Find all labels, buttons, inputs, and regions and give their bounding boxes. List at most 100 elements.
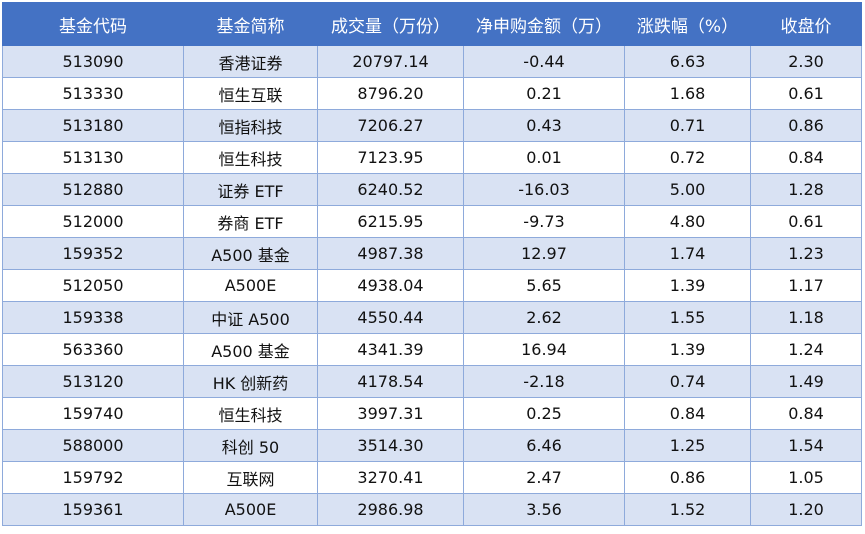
volume-cell: 6240.52 [317, 173, 464, 206]
change-percent-cell: 0.71 [624, 109, 751, 142]
fund-code-cell: 512050 [2, 269, 184, 302]
fund-code-cell: 513130 [2, 141, 184, 174]
fund-name-cell: 券商 ETF [183, 205, 318, 238]
change-percent-cell: 1.52 [624, 493, 751, 526]
header-fund-code: 基金代码 [2, 2, 184, 46]
volume-cell: 2986.98 [317, 493, 464, 526]
header-fund-name: 基金简称 [183, 2, 318, 46]
table-row: 513130 恒生科技 7123.95 0.01 0.72 0.84 [2, 141, 862, 174]
close-price-cell: 1.18 [750, 301, 862, 334]
fund-name-cell: HK 创新药 [183, 365, 318, 398]
fund-code-cell: 159792 [2, 461, 184, 494]
volume-cell: 3270.41 [317, 461, 464, 494]
close-price-cell: 0.84 [750, 141, 862, 174]
close-price-cell: 1.28 [750, 173, 862, 206]
header-close-price: 收盘价 [750, 2, 862, 46]
table-row: 159792 互联网 3270.41 2.47 0.86 1.05 [2, 461, 862, 494]
volume-cell: 6215.95 [317, 205, 464, 238]
fund-name-cell: A500 基金 [183, 237, 318, 270]
net-subscription-cell: -16.03 [463, 173, 625, 206]
table-row: 588000 科创 50 3514.30 6.46 1.25 1.54 [2, 429, 862, 462]
fund-code-cell: 159740 [2, 397, 184, 430]
close-price-cell: 0.61 [750, 205, 862, 238]
net-subscription-cell: 12.97 [463, 237, 625, 270]
table-body: 513090 香港证券 20797.14 -0.44 6.63 2.30 513330 恒生互… [2, 45, 862, 526]
fund-code-cell: 512000 [2, 205, 184, 238]
close-price-cell: 1.49 [750, 365, 862, 398]
volume-cell: 7206.27 [317, 109, 464, 142]
fund-name-cell: 互联网 [183, 461, 318, 494]
fund-name-cell: 香港证券 [183, 45, 318, 78]
table-row: 512000 券商 ETF 6215.95 -9.73 4.80 0.61 [2, 205, 862, 238]
change-percent-cell: 1.68 [624, 77, 751, 110]
net-subscription-cell: 5.65 [463, 269, 625, 302]
fund-name-cell: 科创 50 [183, 429, 318, 462]
table-header: 基金代码 基金简称 成交量（万份） 净申购金额（万） 涨跌幅（%） 收盘价 [2, 2, 862, 46]
change-percent-cell: 1.39 [624, 333, 751, 366]
fund-name-cell: 中证 A500 [183, 301, 318, 334]
table-row: 513120 HK 创新药 4178.54 -2.18 0.74 1.49 [2, 365, 862, 398]
volume-cell: 3514.30 [317, 429, 464, 462]
net-subscription-cell: 0.21 [463, 77, 625, 110]
change-percent-cell: 0.84 [624, 397, 751, 430]
net-subscription-cell: 16.94 [463, 333, 625, 366]
volume-cell: 7123.95 [317, 141, 464, 174]
table-row: 512050 A500E 4938.04 5.65 1.39 1.17 [2, 269, 862, 302]
fund-name-cell: A500E [183, 269, 318, 302]
close-price-cell: 1.05 [750, 461, 862, 494]
fund-table-container: 基金代码 基金简称 成交量（万份） 净申购金额（万） 涨跌幅（%） 收盘价 51… [2, 2, 862, 526]
change-percent-cell: 0.74 [624, 365, 751, 398]
close-price-cell: 0.84 [750, 397, 862, 430]
net-subscription-cell: -9.73 [463, 205, 625, 238]
fund-name-cell: 恒生互联 [183, 77, 318, 110]
change-percent-cell: 0.72 [624, 141, 751, 174]
fund-name-cell: A500E [183, 493, 318, 526]
net-subscription-cell: -2.18 [463, 365, 625, 398]
change-percent-cell: 1.39 [624, 269, 751, 302]
close-price-cell: 1.24 [750, 333, 862, 366]
net-subscription-cell: 0.01 [463, 141, 625, 174]
close-price-cell: 1.54 [750, 429, 862, 462]
change-percent-cell: 1.74 [624, 237, 751, 270]
fund-name-cell: 恒生科技 [183, 397, 318, 430]
net-subscription-cell: 0.25 [463, 397, 625, 430]
table-row: 563360 A500 基金 4341.39 16.94 1.39 1.24 [2, 333, 862, 366]
change-percent-cell: 0.86 [624, 461, 751, 494]
change-percent-cell: 1.55 [624, 301, 751, 334]
fund-code-cell: 159361 [2, 493, 184, 526]
table-row: 159352 A500 基金 4987.38 12.97 1.74 1.23 [2, 237, 862, 270]
volume-cell: 4178.54 [317, 365, 464, 398]
net-subscription-cell: 0.43 [463, 109, 625, 142]
header-change-percent: 涨跌幅（%） [624, 2, 751, 46]
fund-code-cell: 159338 [2, 301, 184, 334]
fund-table: 基金代码 基金简称 成交量（万份） 净申购金额（万） 涨跌幅（%） 收盘价 51… [2, 2, 862, 526]
fund-code-cell: 513180 [2, 109, 184, 142]
fund-name-cell: A500 基金 [183, 333, 318, 366]
header-row: 基金代码 基金简称 成交量（万份） 净申购金额（万） 涨跌幅（%） 收盘价 [2, 2, 862, 46]
change-percent-cell: 1.25 [624, 429, 751, 462]
close-price-cell: 0.61 [750, 77, 862, 110]
volume-cell: 4938.04 [317, 269, 464, 302]
change-percent-cell: 6.63 [624, 45, 751, 78]
fund-code-cell: 159352 [2, 237, 184, 270]
table-row: 513330 恒生互联 8796.20 0.21 1.68 0.61 [2, 77, 862, 110]
header-net-subscription: 净申购金额（万） [463, 2, 625, 46]
table-row: 159338 中证 A500 4550.44 2.62 1.55 1.18 [2, 301, 862, 334]
fund-name-cell: 恒指科技 [183, 109, 318, 142]
table-row: 159361 A500E 2986.98 3.56 1.52 1.20 [2, 493, 862, 526]
volume-cell: 3997.31 [317, 397, 464, 430]
fund-code-cell: 513330 [2, 77, 184, 110]
volume-cell: 4341.39 [317, 333, 464, 366]
net-subscription-cell: 6.46 [463, 429, 625, 462]
close-price-cell: 1.20 [750, 493, 862, 526]
change-percent-cell: 5.00 [624, 173, 751, 206]
fund-code-cell: 588000 [2, 429, 184, 462]
net-subscription-cell: 2.47 [463, 461, 625, 494]
close-price-cell: 1.23 [750, 237, 862, 270]
change-percent-cell: 4.80 [624, 205, 751, 238]
table-row: 513180 恒指科技 7206.27 0.43 0.71 0.86 [2, 109, 862, 142]
volume-cell: 8796.20 [317, 77, 464, 110]
table-row: 159740 恒生科技 3997.31 0.25 0.84 0.84 [2, 397, 862, 430]
volume-cell: 4550.44 [317, 301, 464, 334]
net-subscription-cell: 2.62 [463, 301, 625, 334]
